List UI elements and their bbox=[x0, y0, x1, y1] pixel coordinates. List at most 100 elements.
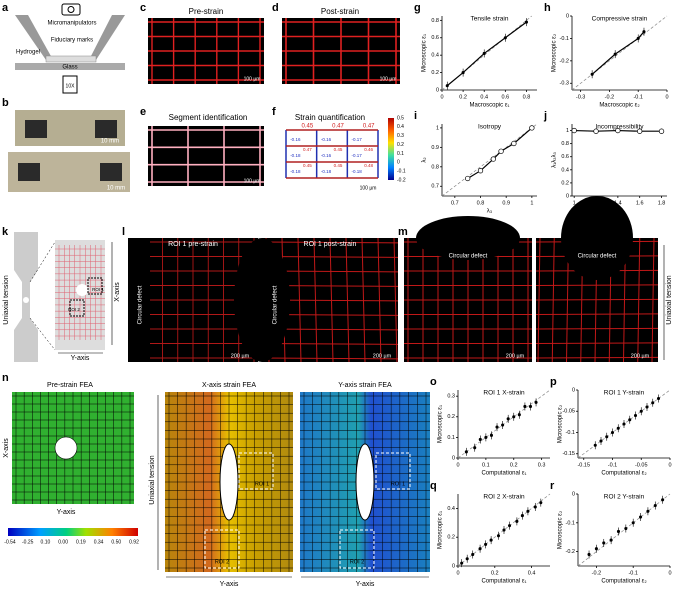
panel-letter: i bbox=[414, 110, 417, 122]
label: 10 mm bbox=[107, 186, 125, 192]
x-axis-label: Computational ε₂ bbox=[601, 471, 647, 477]
chart-title: ROI 2 X-strain bbox=[483, 494, 525, 501]
x-tick-label: 0 bbox=[456, 570, 459, 576]
y-tick-label: 0 bbox=[566, 13, 569, 19]
label: Uniaxial tension bbox=[3, 275, 10, 325]
label: -0.18 bbox=[321, 169, 332, 174]
y-tick-label: 0.3 bbox=[447, 394, 455, 400]
camera bbox=[61, 3, 81, 16]
panel-letter: g bbox=[414, 2, 421, 14]
roi-box bbox=[69, 299, 85, 317]
y-tick-label: 0 bbox=[436, 87, 439, 93]
defect bbox=[23, 297, 29, 303]
data-line bbox=[446, 21, 527, 87]
y-tick-label: 1 bbox=[436, 125, 439, 131]
data-point bbox=[636, 36, 640, 40]
data-point bbox=[526, 509, 530, 513]
chart-title: ROI 1 X-strain bbox=[483, 390, 525, 397]
x-tick-label: 0.8 bbox=[477, 200, 485, 206]
x-axis-label: Computational ε₁ bbox=[481, 579, 526, 585]
label: 0.34 bbox=[94, 539, 104, 545]
data-point bbox=[502, 528, 506, 532]
label: -0.16 bbox=[321, 137, 332, 142]
label: 0.47 bbox=[303, 147, 312, 152]
data-point bbox=[661, 498, 665, 502]
x-tick-label: 0 bbox=[668, 570, 671, 576]
y-tick-label: 0 bbox=[452, 563, 455, 569]
chart-title: Tensile strain bbox=[471, 16, 509, 23]
label: 10X bbox=[66, 83, 76, 89]
label: Strain quantification bbox=[295, 113, 365, 122]
defect bbox=[355, 443, 375, 521]
y-tick-label: -0.05 bbox=[562, 409, 575, 415]
y-tick-label: 1 bbox=[566, 128, 569, 134]
label: Hydrogel bbox=[16, 50, 40, 56]
panel-letter: m bbox=[398, 226, 408, 238]
x-tick-label: -0.1 bbox=[633, 94, 642, 100]
data-point bbox=[461, 71, 465, 75]
label: -0.18 bbox=[290, 153, 301, 158]
label: -0.54 bbox=[4, 539, 16, 545]
data-point bbox=[501, 423, 505, 427]
data-point bbox=[610, 430, 615, 435]
data-point bbox=[616, 426, 620, 430]
y-tick-label: 0.6 bbox=[431, 35, 439, 41]
label: 200 µm bbox=[231, 353, 250, 359]
data-point bbox=[534, 400, 538, 404]
data-point bbox=[511, 140, 517, 147]
data-point bbox=[639, 515, 643, 519]
data-point bbox=[464, 450, 468, 454]
label: 100 µm bbox=[360, 185, 377, 191]
label: X-axis bbox=[114, 282, 121, 302]
data-point bbox=[622, 422, 626, 426]
y-axis-label: λ₂ bbox=[422, 157, 428, 163]
y-tick-label: 0 bbox=[452, 455, 455, 461]
defect bbox=[54, 436, 78, 460]
defect-region bbox=[416, 216, 520, 260]
label: Circular defect bbox=[449, 254, 488, 260]
x-tick-label: 0.4 bbox=[528, 570, 536, 576]
grid-stripe bbox=[377, 237, 382, 363]
label: X-axis bbox=[3, 438, 10, 458]
label: 0.5 bbox=[397, 115, 404, 121]
label: ROI 2 post-strain bbox=[571, 241, 624, 248]
y-tick-label: 0.2 bbox=[447, 535, 455, 541]
chart-title: Compressive strain bbox=[592, 16, 648, 23]
y-tick-label: 0.1 bbox=[447, 435, 455, 441]
label: 0.50 bbox=[111, 539, 121, 545]
clamp bbox=[25, 120, 47, 138]
data-point bbox=[645, 405, 649, 409]
x-axis-label: Computational ε₂ bbox=[601, 579, 647, 585]
data-point bbox=[587, 552, 591, 557]
x-tick-label: -0.05 bbox=[635, 462, 648, 468]
x-tick-label: 0.2 bbox=[459, 94, 467, 100]
defect bbox=[219, 443, 239, 521]
x-tick-label: 1.8 bbox=[658, 200, 666, 206]
x-tick-label: 0.2 bbox=[510, 462, 518, 468]
data-point bbox=[637, 128, 643, 134]
label: 200 µm bbox=[373, 353, 392, 359]
data-point bbox=[506, 417, 510, 421]
data-line bbox=[591, 31, 645, 75]
data-point bbox=[599, 439, 603, 443]
label: 0.47 bbox=[332, 124, 344, 130]
label: ROI 2 bbox=[68, 307, 80, 312]
x-axis-label: λ₃ bbox=[487, 209, 493, 215]
panel-letter: p bbox=[550, 376, 557, 388]
data-point bbox=[633, 413, 638, 418]
label: Circular defect bbox=[578, 254, 617, 260]
y-axis-label: Microscopic ε₂ bbox=[558, 404, 564, 443]
y-axis-label: Microscopic ε₁ bbox=[422, 34, 428, 72]
data-point bbox=[524, 20, 528, 24]
label: 0.3 bbox=[397, 133, 404, 139]
label: 0.10 bbox=[41, 539, 51, 545]
data-point bbox=[609, 538, 613, 542]
panel-letter: e bbox=[140, 106, 146, 118]
data-point bbox=[498, 148, 504, 154]
y-tick-label: 0.9 bbox=[431, 145, 439, 151]
x-tick-label: 0.9 bbox=[502, 200, 510, 206]
data-point bbox=[471, 552, 475, 557]
data-point bbox=[624, 527, 628, 531]
data-point bbox=[616, 529, 621, 533]
